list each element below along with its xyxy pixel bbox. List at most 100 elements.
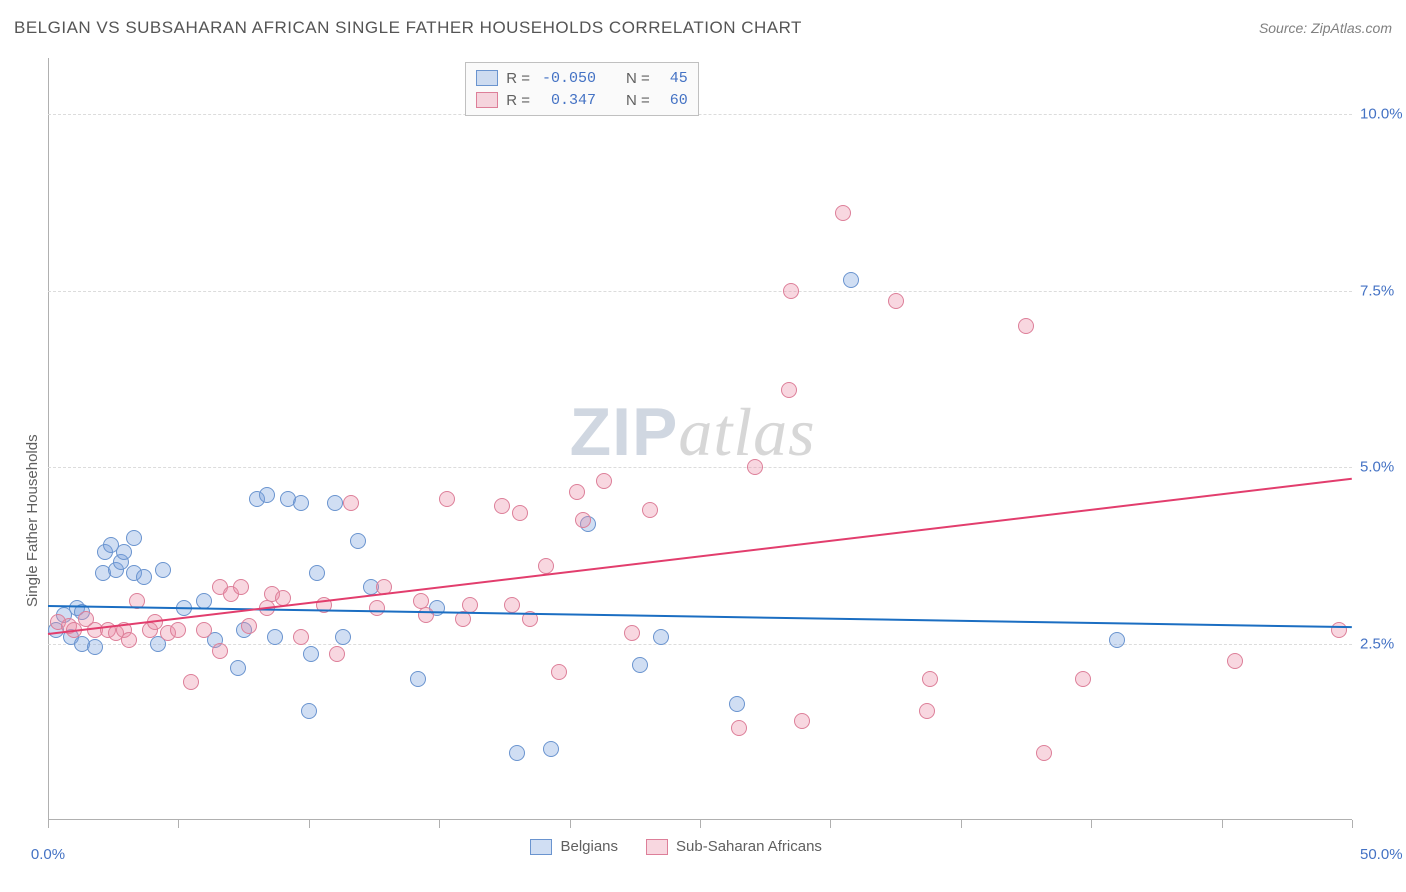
xtick bbox=[48, 820, 49, 828]
data-point bbox=[922, 671, 938, 687]
data-point bbox=[653, 629, 669, 645]
data-point bbox=[624, 625, 640, 641]
data-point bbox=[919, 703, 935, 719]
data-point bbox=[183, 674, 199, 690]
legend-swatch bbox=[646, 839, 668, 855]
data-point bbox=[116, 544, 132, 560]
legend-item: Belgians bbox=[530, 838, 618, 855]
data-point bbox=[350, 533, 366, 549]
source-label: Source: bbox=[1259, 20, 1311, 36]
data-point bbox=[329, 646, 345, 662]
y-axis-label: Single Father Households bbox=[24, 434, 41, 607]
xtick bbox=[961, 820, 962, 828]
legend-label: Belgians bbox=[560, 838, 618, 855]
legend-swatch bbox=[530, 839, 552, 855]
data-point bbox=[335, 629, 351, 645]
r-label: R = bbox=[506, 92, 530, 109]
data-point bbox=[1227, 653, 1243, 669]
data-point bbox=[642, 502, 658, 518]
data-point bbox=[835, 205, 851, 221]
data-point bbox=[509, 745, 525, 761]
source-name: ZipAtlas.com bbox=[1311, 20, 1392, 36]
data-point bbox=[551, 664, 567, 680]
data-point bbox=[136, 569, 152, 585]
r-value: 0.347 bbox=[538, 92, 596, 109]
data-point bbox=[121, 632, 137, 648]
xtick bbox=[309, 820, 310, 828]
data-point bbox=[259, 487, 275, 503]
xtick bbox=[1091, 820, 1092, 828]
data-point bbox=[781, 382, 797, 398]
data-point bbox=[343, 495, 359, 511]
legend-swatch bbox=[476, 70, 498, 86]
gridline bbox=[48, 644, 1352, 645]
xtick bbox=[570, 820, 571, 828]
ytick-label: 7.5% bbox=[1360, 282, 1394, 299]
data-point bbox=[369, 600, 385, 616]
data-point bbox=[632, 657, 648, 673]
data-point bbox=[293, 495, 309, 511]
data-point bbox=[155, 562, 171, 578]
data-point bbox=[794, 713, 810, 729]
r-label: R = bbox=[506, 70, 530, 87]
xtick bbox=[439, 820, 440, 828]
data-point bbox=[569, 484, 585, 500]
source-attribution: Source: ZipAtlas.com bbox=[1259, 20, 1392, 36]
r-value: -0.050 bbox=[538, 70, 596, 87]
data-point bbox=[494, 498, 510, 514]
data-point bbox=[747, 459, 763, 475]
data-point bbox=[233, 579, 249, 595]
data-point bbox=[327, 495, 343, 511]
data-point bbox=[418, 607, 434, 623]
data-point bbox=[241, 618, 257, 634]
xtick-label: 0.0% bbox=[31, 846, 65, 863]
series-legend: Belgians Sub-Saharan Africans bbox=[530, 838, 821, 855]
data-point bbox=[543, 741, 559, 757]
xtick bbox=[830, 820, 831, 828]
legend-item: Sub-Saharan Africans bbox=[646, 838, 822, 855]
xtick bbox=[1352, 820, 1353, 828]
n-value: 45 bbox=[658, 70, 688, 87]
data-point bbox=[293, 629, 309, 645]
data-point bbox=[1109, 632, 1125, 648]
data-point bbox=[1018, 318, 1034, 334]
ytick-label: 10.0% bbox=[1360, 106, 1403, 123]
data-point bbox=[538, 558, 554, 574]
data-point bbox=[1331, 622, 1347, 638]
data-point bbox=[196, 622, 212, 638]
xtick-label: 50.0% bbox=[1360, 846, 1403, 863]
data-point bbox=[1075, 671, 1091, 687]
stats-legend-row: R = -0.050 N = 45 bbox=[476, 67, 688, 89]
n-value: 60 bbox=[658, 92, 688, 109]
stats-legend-row: R = 0.347 N = 60 bbox=[476, 89, 688, 111]
data-point bbox=[888, 293, 904, 309]
xtick bbox=[178, 820, 179, 828]
data-point bbox=[303, 646, 319, 662]
data-point bbox=[87, 639, 103, 655]
legend-label: Sub-Saharan Africans bbox=[676, 838, 822, 855]
chart-title: BELGIAN VS SUBSAHARAN AFRICAN SINGLE FAT… bbox=[14, 18, 802, 38]
data-point bbox=[729, 696, 745, 712]
legend-swatch bbox=[476, 92, 498, 108]
data-point bbox=[462, 597, 478, 613]
data-point bbox=[170, 622, 186, 638]
n-label: N = bbox=[626, 70, 650, 87]
xtick bbox=[700, 820, 701, 828]
data-point bbox=[212, 643, 228, 659]
data-point bbox=[301, 703, 317, 719]
data-point bbox=[439, 491, 455, 507]
data-point bbox=[410, 671, 426, 687]
n-label: N = bbox=[626, 92, 650, 109]
data-point bbox=[504, 597, 520, 613]
plot-area bbox=[48, 58, 1352, 820]
gridline bbox=[48, 114, 1352, 115]
data-point bbox=[575, 512, 591, 528]
data-point bbox=[126, 530, 142, 546]
title-bar: BELGIAN VS SUBSAHARAN AFRICAN SINGLE FAT… bbox=[14, 18, 1392, 38]
data-point bbox=[267, 629, 283, 645]
gridline bbox=[48, 467, 1352, 468]
data-point bbox=[843, 272, 859, 288]
gridline bbox=[48, 291, 1352, 292]
ytick-label: 2.5% bbox=[1360, 635, 1394, 652]
stats-legend: R = -0.050 N = 45 R = 0.347 N = 60 bbox=[465, 62, 699, 116]
